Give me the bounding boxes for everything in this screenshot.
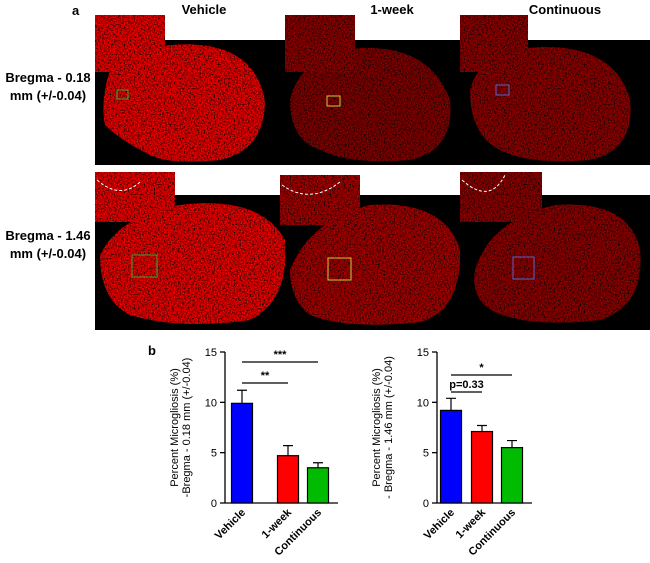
micrographs bbox=[94, 14, 650, 330]
y-axis-label: - Bregma - 1.46 mm (+/-0.04) bbox=[383, 356, 395, 499]
significance-label: p=0.33 bbox=[449, 379, 484, 391]
y-tick-label: 10 bbox=[417, 397, 429, 409]
significance-label: * bbox=[479, 362, 484, 374]
error-bar bbox=[477, 424, 487, 432]
bar bbox=[306, 467, 330, 504]
y-tick-label: 15 bbox=[417, 347, 429, 359]
bar bbox=[500, 447, 524, 504]
y-tick-label: 0 bbox=[423, 498, 429, 510]
significance-label: *** bbox=[274, 349, 288, 361]
row-label: mm (+/-0.04) bbox=[10, 88, 86, 103]
column-header: Continuous bbox=[529, 2, 601, 17]
y-axis-label: Percent Microgliosis (%) bbox=[169, 368, 181, 487]
column-header: Vehicle bbox=[182, 2, 227, 17]
row-label: Bregma - 1.46 bbox=[5, 228, 90, 243]
x-tick-label: Vehicle bbox=[213, 507, 248, 542]
y-tick-label: 15 bbox=[205, 347, 217, 359]
y-tick-label: 0 bbox=[211, 498, 217, 510]
y-axis-label: -Bregma - 0.18 mm (+/-0.04) bbox=[181, 358, 193, 498]
y-tick-label: 5 bbox=[423, 448, 429, 460]
significance-label: ** bbox=[261, 370, 270, 382]
row-label: Bregma - 0.18 bbox=[5, 70, 90, 85]
panel-label: b bbox=[148, 343, 156, 358]
x-tick-label: Vehicle bbox=[422, 507, 457, 542]
error-bar bbox=[507, 439, 517, 448]
error-bar bbox=[313, 462, 323, 468]
column-header: 1-week bbox=[370, 2, 414, 17]
panel-label: a bbox=[72, 3, 80, 18]
bar bbox=[276, 455, 300, 504]
error-bar bbox=[283, 445, 293, 456]
y-tick-label: 10 bbox=[205, 397, 217, 409]
y-tick-label: 5 bbox=[211, 448, 217, 460]
bar bbox=[470, 430, 494, 504]
row-label: mm (+/-0.04) bbox=[10, 246, 86, 261]
y-axis-label: Percent Microgliosis (%) bbox=[371, 368, 383, 487]
bar bbox=[439, 409, 463, 504]
bar bbox=[230, 402, 254, 504]
error-bar bbox=[237, 389, 247, 404]
error-bar bbox=[446, 397, 456, 411]
